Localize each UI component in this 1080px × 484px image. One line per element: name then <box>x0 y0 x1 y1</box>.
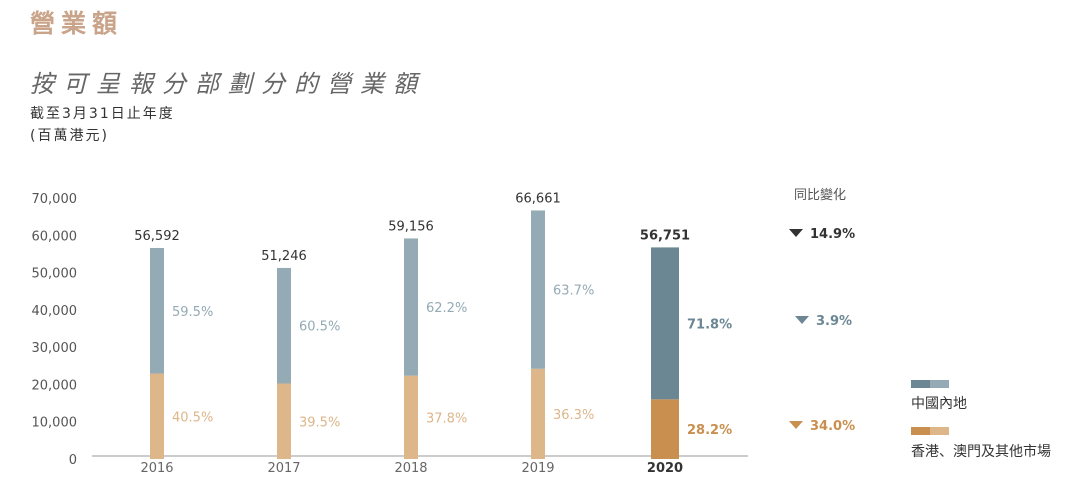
x-tick-label-2019: 2019 <box>521 461 554 476</box>
bar-hk-2016 <box>150 373 164 459</box>
pct-label-hk-2016: 40.5% <box>172 410 213 425</box>
y-tick-label: 40,000 <box>32 304 78 319</box>
chart-subtitle-unit: (百萬港元) <box>30 128 109 144</box>
y-tick-label: 20,000 <box>32 378 78 393</box>
y-tick-label: 60,000 <box>32 229 78 244</box>
yoy-label-mainland: 3.9% <box>816 314 852 329</box>
yoy-triangle-hk <box>789 421 803 429</box>
y-tick-label: 70,000 <box>32 192 78 207</box>
y-tick-label: 10,000 <box>32 416 78 431</box>
yoy-triangle-mainland <box>795 316 809 324</box>
legend-label-mainland: 中國內地 <box>911 396 967 412</box>
legend-swatch-hk <box>911 427 949 435</box>
pct-label-mainland-2019: 63.7% <box>553 284 594 299</box>
y-tick-label: 50,000 <box>32 267 78 282</box>
total-label-2016: 56,592 <box>134 229 180 244</box>
pct-label-hk-2018: 37.8% <box>426 411 467 426</box>
chart-subtitle-period: 截至3月31日止年度 <box>30 106 175 122</box>
legend-label-hk: 香港、澳門及其他市場 <box>911 444 1051 460</box>
total-label-2019: 66,661 <box>515 191 561 206</box>
y-tick-label: 30,000 <box>32 341 78 356</box>
pct-label-mainland-2020: 71.8% <box>687 317 732 332</box>
pct-label-mainland-2016: 59.5% <box>172 305 213 320</box>
bar-hk-2020 <box>651 399 679 459</box>
pct-label-hk-2019: 36.3% <box>553 408 594 423</box>
total-label-2020: 56,751 <box>640 228 690 243</box>
bar-hk-2017 <box>277 383 291 459</box>
bar-mainland-2017 <box>277 267 291 384</box>
x-tick-label-2018: 2018 <box>394 461 427 476</box>
x-tick-label-2020: 2020 <box>647 461 683 476</box>
total-label-2018: 59,156 <box>388 219 434 234</box>
bar-hk-2019 <box>531 368 545 459</box>
bar-mainland-2020 <box>651 247 679 400</box>
chart-title: 按可呈報分部劃分的營業額 <box>30 70 426 98</box>
bar-hk-2018 <box>404 375 418 459</box>
pct-label-hk-2020: 28.2% <box>687 423 732 438</box>
yoy-header: 同比變化 <box>794 187 846 203</box>
bar-mainland-2019 <box>531 210 545 369</box>
pct-label-mainland-2018: 62.2% <box>426 301 467 316</box>
yoy-label-total: 14.9% <box>810 227 855 242</box>
x-tick-label-2017: 2017 <box>267 461 300 476</box>
yoy-triangle-total <box>789 229 803 237</box>
legend-swatch-mainland <box>911 380 949 388</box>
x-tick-label-2016: 2016 <box>140 461 173 476</box>
bar-mainland-2018 <box>404 238 418 376</box>
total-label-2017: 51,246 <box>261 249 307 264</box>
bar-mainland-2016 <box>150 247 164 374</box>
pct-label-mainland-2017: 60.5% <box>299 320 340 335</box>
y-tick-label: 0 <box>69 453 77 468</box>
section-title: 營業額 <box>30 9 124 38</box>
pct-label-hk-2017: 39.5% <box>299 415 340 430</box>
yoy-label-hk: 34.0% <box>810 419 855 434</box>
